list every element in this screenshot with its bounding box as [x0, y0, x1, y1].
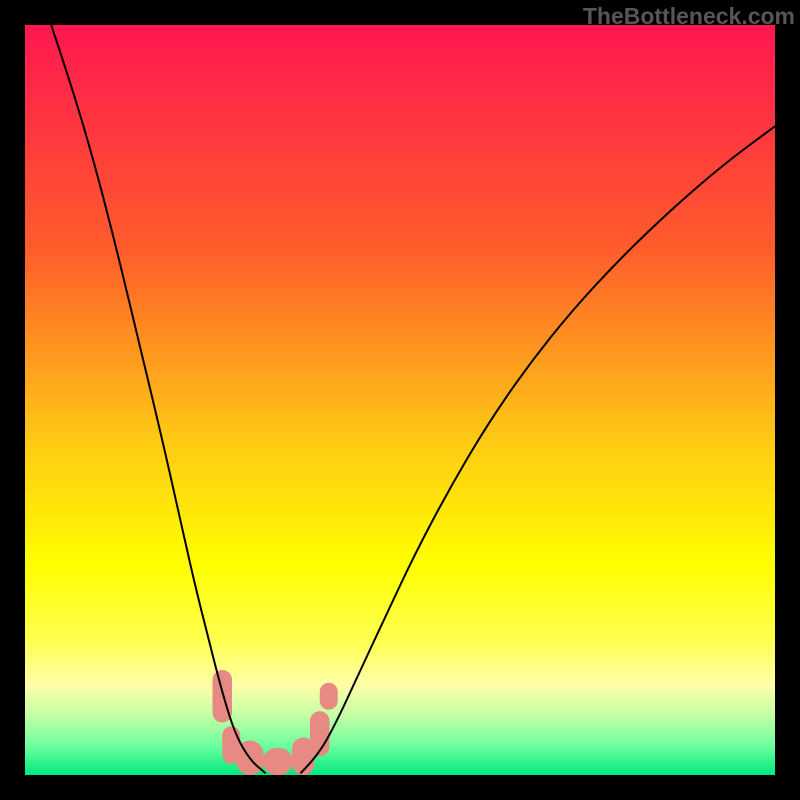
bottom-mark [320, 683, 338, 710]
chart-svg [25, 25, 775, 775]
chart-background [25, 25, 775, 775]
chart-plot-area [25, 25, 775, 775]
watermark-text: TheBottleneck.com [583, 3, 795, 30]
bottom-mark [263, 748, 293, 775]
